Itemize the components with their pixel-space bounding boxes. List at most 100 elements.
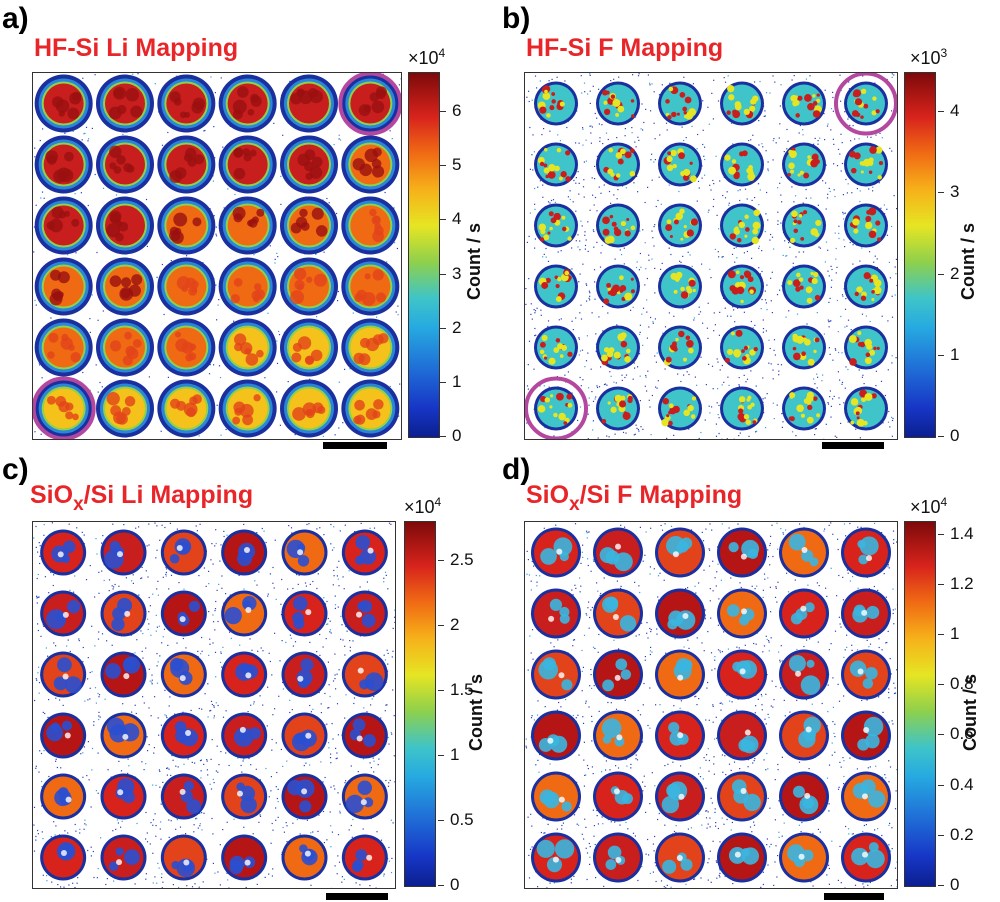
background-speckle [79,832,81,834]
background-speckle [748,140,750,142]
background-speckle [334,674,336,676]
background-speckle [838,616,840,618]
background-speckle [269,573,271,575]
background-speckle [730,122,733,124]
background-speckle [310,832,312,834]
background-speckle [738,377,740,379]
background-speckle [571,589,573,591]
background-speckle [55,697,57,699]
background-speckle [772,706,774,708]
background-speckle [43,524,45,526]
background-speckle [89,331,91,333]
background-speckle [841,383,843,385]
background-speckle [711,365,714,367]
background-speckle [391,656,393,658]
background-speckle [768,641,770,643]
background-speckle [369,527,371,529]
background-speckle [194,883,196,885]
background-speckle [271,749,273,751]
background-speckle [786,128,788,131]
background-speckle [724,875,726,877]
background-speckle [363,707,365,709]
colorbar [904,72,936,438]
background-speckle [527,816,529,818]
electrode-spot [281,834,328,881]
electrode-spot [157,379,216,438]
electrode-spot [341,196,400,255]
background-speckle [573,179,575,182]
background-speckle [537,186,539,188]
background-speckle [656,633,658,635]
background-speckle [210,788,213,790]
background-speckle [280,614,283,616]
electrode-spot [160,773,207,820]
electrode-spot [40,590,87,637]
background-speckle [36,597,38,599]
background-speckle [399,383,401,385]
background-speckle [148,544,150,546]
background-speckle [203,763,205,765]
background-speckle [375,887,377,888]
background-speckle [148,744,150,746]
background-speckle [752,134,754,136]
background-speckle [593,560,595,562]
background-speckle [286,825,288,827]
background-speckle [248,757,250,760]
background-speckle [833,395,835,397]
background-speckle [212,642,214,644]
background-speckle [614,258,616,260]
background-speckle [556,76,558,78]
background-speckle [323,842,325,844]
electrode-spot [596,264,640,309]
background-speckle [887,746,889,748]
background-speckle [105,883,107,886]
background-speckle [149,843,151,845]
background-speckle [212,614,214,616]
background-speckle [36,679,38,681]
background-speckle [773,248,775,250]
background-speckle [551,78,553,80]
background-speckle [708,565,711,567]
background-speckle [649,650,652,652]
electrode-spot [596,203,640,248]
background-speckle [95,702,97,704]
background-speckle [276,252,278,254]
background-speckle [661,84,663,86]
background-speckle [869,881,871,884]
background-speckle [204,693,206,695]
background-speckle [269,245,271,247]
background-speckle [837,683,839,685]
background-speckle [122,703,124,705]
background-speckle [213,215,215,217]
background-speckle [827,684,829,686]
background-speckle [802,134,804,136]
background-speckle [35,839,37,841]
background-speckle [717,624,719,626]
background-speckle [44,712,46,715]
background-speckle [309,378,311,380]
background-speckle [693,317,695,319]
background-speckle [759,189,761,191]
background-speckle [670,886,672,888]
background-speckle [605,769,607,771]
background-speckle [581,670,583,672]
background-speckle [37,629,39,632]
background-speckle [616,137,618,139]
background-speckle [183,763,185,765]
background-speckle [534,335,536,337]
background-speckle [329,631,331,633]
background-speckle [241,771,243,773]
background-speckle [773,699,775,701]
background-speckle [867,884,869,886]
background-speckle [132,582,134,584]
electrode-spot [341,651,388,698]
background-speckle [838,574,840,577]
background-speckle [215,226,217,228]
background-speckle [646,311,648,313]
electrode-spot [280,318,338,377]
background-speckle [889,766,892,768]
background-speckle [614,433,616,435]
background-speckle [721,256,723,258]
background-speckle [326,723,328,725]
